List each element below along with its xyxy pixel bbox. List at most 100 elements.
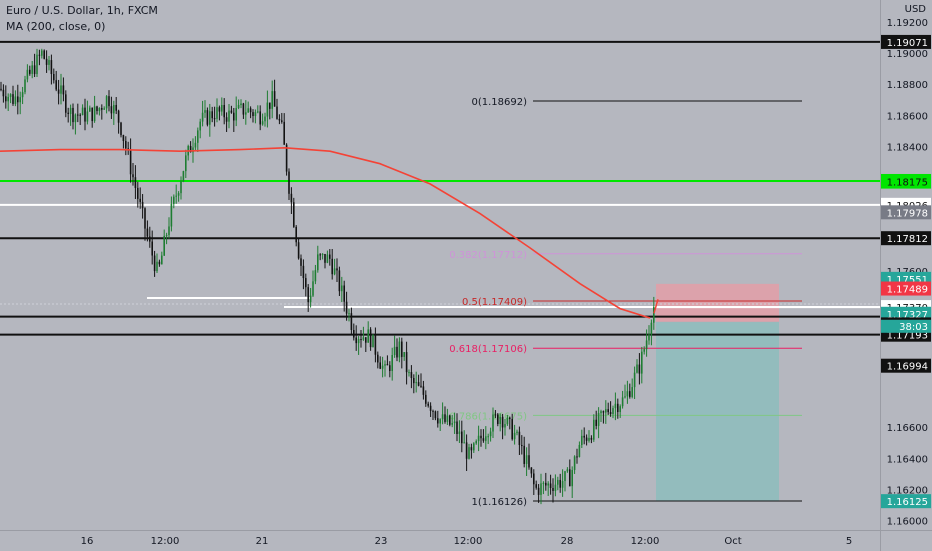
candle-body — [161, 255, 163, 265]
candle-body — [206, 110, 209, 125]
price-tag-bg — [881, 174, 931, 189]
candle-body — [413, 377, 415, 384]
currency-label[interactable]: USD — [904, 4, 926, 15]
candle-body — [60, 85, 62, 94]
candle-body — [199, 121, 201, 131]
candle-body — [98, 108, 101, 112]
time-axis[interactable] — [0, 530, 880, 551]
candle-body — [653, 307, 655, 323]
candle-body — [101, 108, 103, 110]
candle-body — [271, 91, 273, 109]
candle-body — [372, 334, 374, 348]
candle-body — [453, 421, 456, 424]
x-tick-label: 12:00 — [454, 536, 483, 547]
candle-body — [497, 414, 499, 424]
candle-body — [516, 431, 518, 433]
candle-body — [177, 193, 180, 196]
candle-body — [240, 103, 242, 105]
candle-body — [2, 89, 5, 97]
candle-body — [125, 140, 127, 149]
x-tick-label: 12:00 — [631, 536, 660, 547]
candle-body — [237, 104, 240, 109]
candle-body — [643, 349, 645, 352]
candle-body — [163, 235, 165, 256]
candle-body — [257, 111, 259, 113]
candle-body — [26, 69, 29, 80]
candle-body — [420, 385, 422, 387]
price-axis[interactable] — [880, 0, 932, 530]
candle-body — [449, 415, 451, 425]
candle-body — [461, 431, 463, 444]
candle-body — [110, 106, 113, 114]
candle-body — [0, 88, 2, 90]
candle-body — [576, 456, 578, 458]
candle-body — [609, 412, 612, 415]
candle-body — [247, 108, 249, 113]
candle-body — [581, 435, 583, 445]
candle-body — [645, 340, 648, 350]
candle-body — [249, 108, 252, 113]
candle-body — [266, 102, 269, 117]
candle-body — [588, 437, 590, 441]
candle-body — [386, 364, 389, 366]
candle-body — [24, 79, 26, 93]
price-tag: 1.16125 — [881, 494, 931, 509]
candle-body — [405, 352, 408, 373]
candle-body — [571, 470, 573, 487]
candle-body — [189, 145, 192, 153]
candle-body — [494, 414, 497, 416]
candle-body — [115, 104, 117, 111]
y-tick-label: 1.16600 — [887, 423, 928, 434]
candle-body — [463, 442, 465, 444]
candle-body — [417, 382, 420, 386]
y-tick-label: 1.19000 — [887, 49, 928, 60]
candle-body — [432, 410, 434, 412]
x-tick-label: 12:00 — [151, 536, 180, 547]
candle-body — [84, 107, 86, 122]
candle-body — [468, 447, 470, 459]
candle-body — [156, 261, 158, 272]
price-tag: 1.17489 — [881, 281, 931, 296]
candle-body — [360, 339, 362, 341]
fib-label: 0.786(1.16675) — [449, 411, 527, 422]
candle-body — [489, 431, 492, 437]
candle-body — [511, 419, 513, 440]
candle-body — [427, 403, 429, 406]
candle-body — [348, 313, 350, 315]
candle-body — [307, 287, 309, 303]
candle-body — [593, 419, 595, 440]
candle-body — [537, 487, 540, 495]
candle-body — [403, 352, 405, 357]
candle-body — [636, 364, 638, 373]
candle-body — [113, 104, 115, 114]
fib-label: 0.5(1.17409) — [462, 297, 527, 308]
candle-body — [513, 432, 516, 440]
candle-body — [425, 394, 427, 404]
candle-body — [331, 258, 333, 275]
candle-body — [638, 364, 641, 374]
candle-body — [485, 436, 487, 441]
price-tag: 1.18175 — [881, 174, 931, 189]
x-tick-label: 16 — [81, 536, 94, 547]
candle-body — [245, 112, 247, 115]
candle-body — [569, 469, 571, 487]
candle-body — [192, 147, 194, 153]
candle-body — [43, 50, 45, 59]
last-candle-marker — [653, 299, 659, 314]
candle-body — [559, 479, 561, 488]
candle-body — [319, 254, 321, 256]
candle-body — [146, 228, 149, 237]
candle-body — [518, 431, 521, 446]
candle-body — [252, 112, 254, 117]
candle-body — [122, 135, 125, 141]
candle-body — [528, 455, 530, 468]
candle-body — [521, 445, 523, 447]
price-tag-text: 1.17551 — [887, 275, 928, 286]
candle-body — [197, 130, 199, 143]
countdown-bg — [881, 319, 931, 333]
price-tag-text: 1.16994 — [887, 362, 928, 373]
price-tag-bg — [881, 231, 931, 246]
price-tag-text: 1.17812 — [887, 234, 928, 245]
candle-body — [5, 96, 7, 102]
candle-body — [81, 107, 84, 116]
